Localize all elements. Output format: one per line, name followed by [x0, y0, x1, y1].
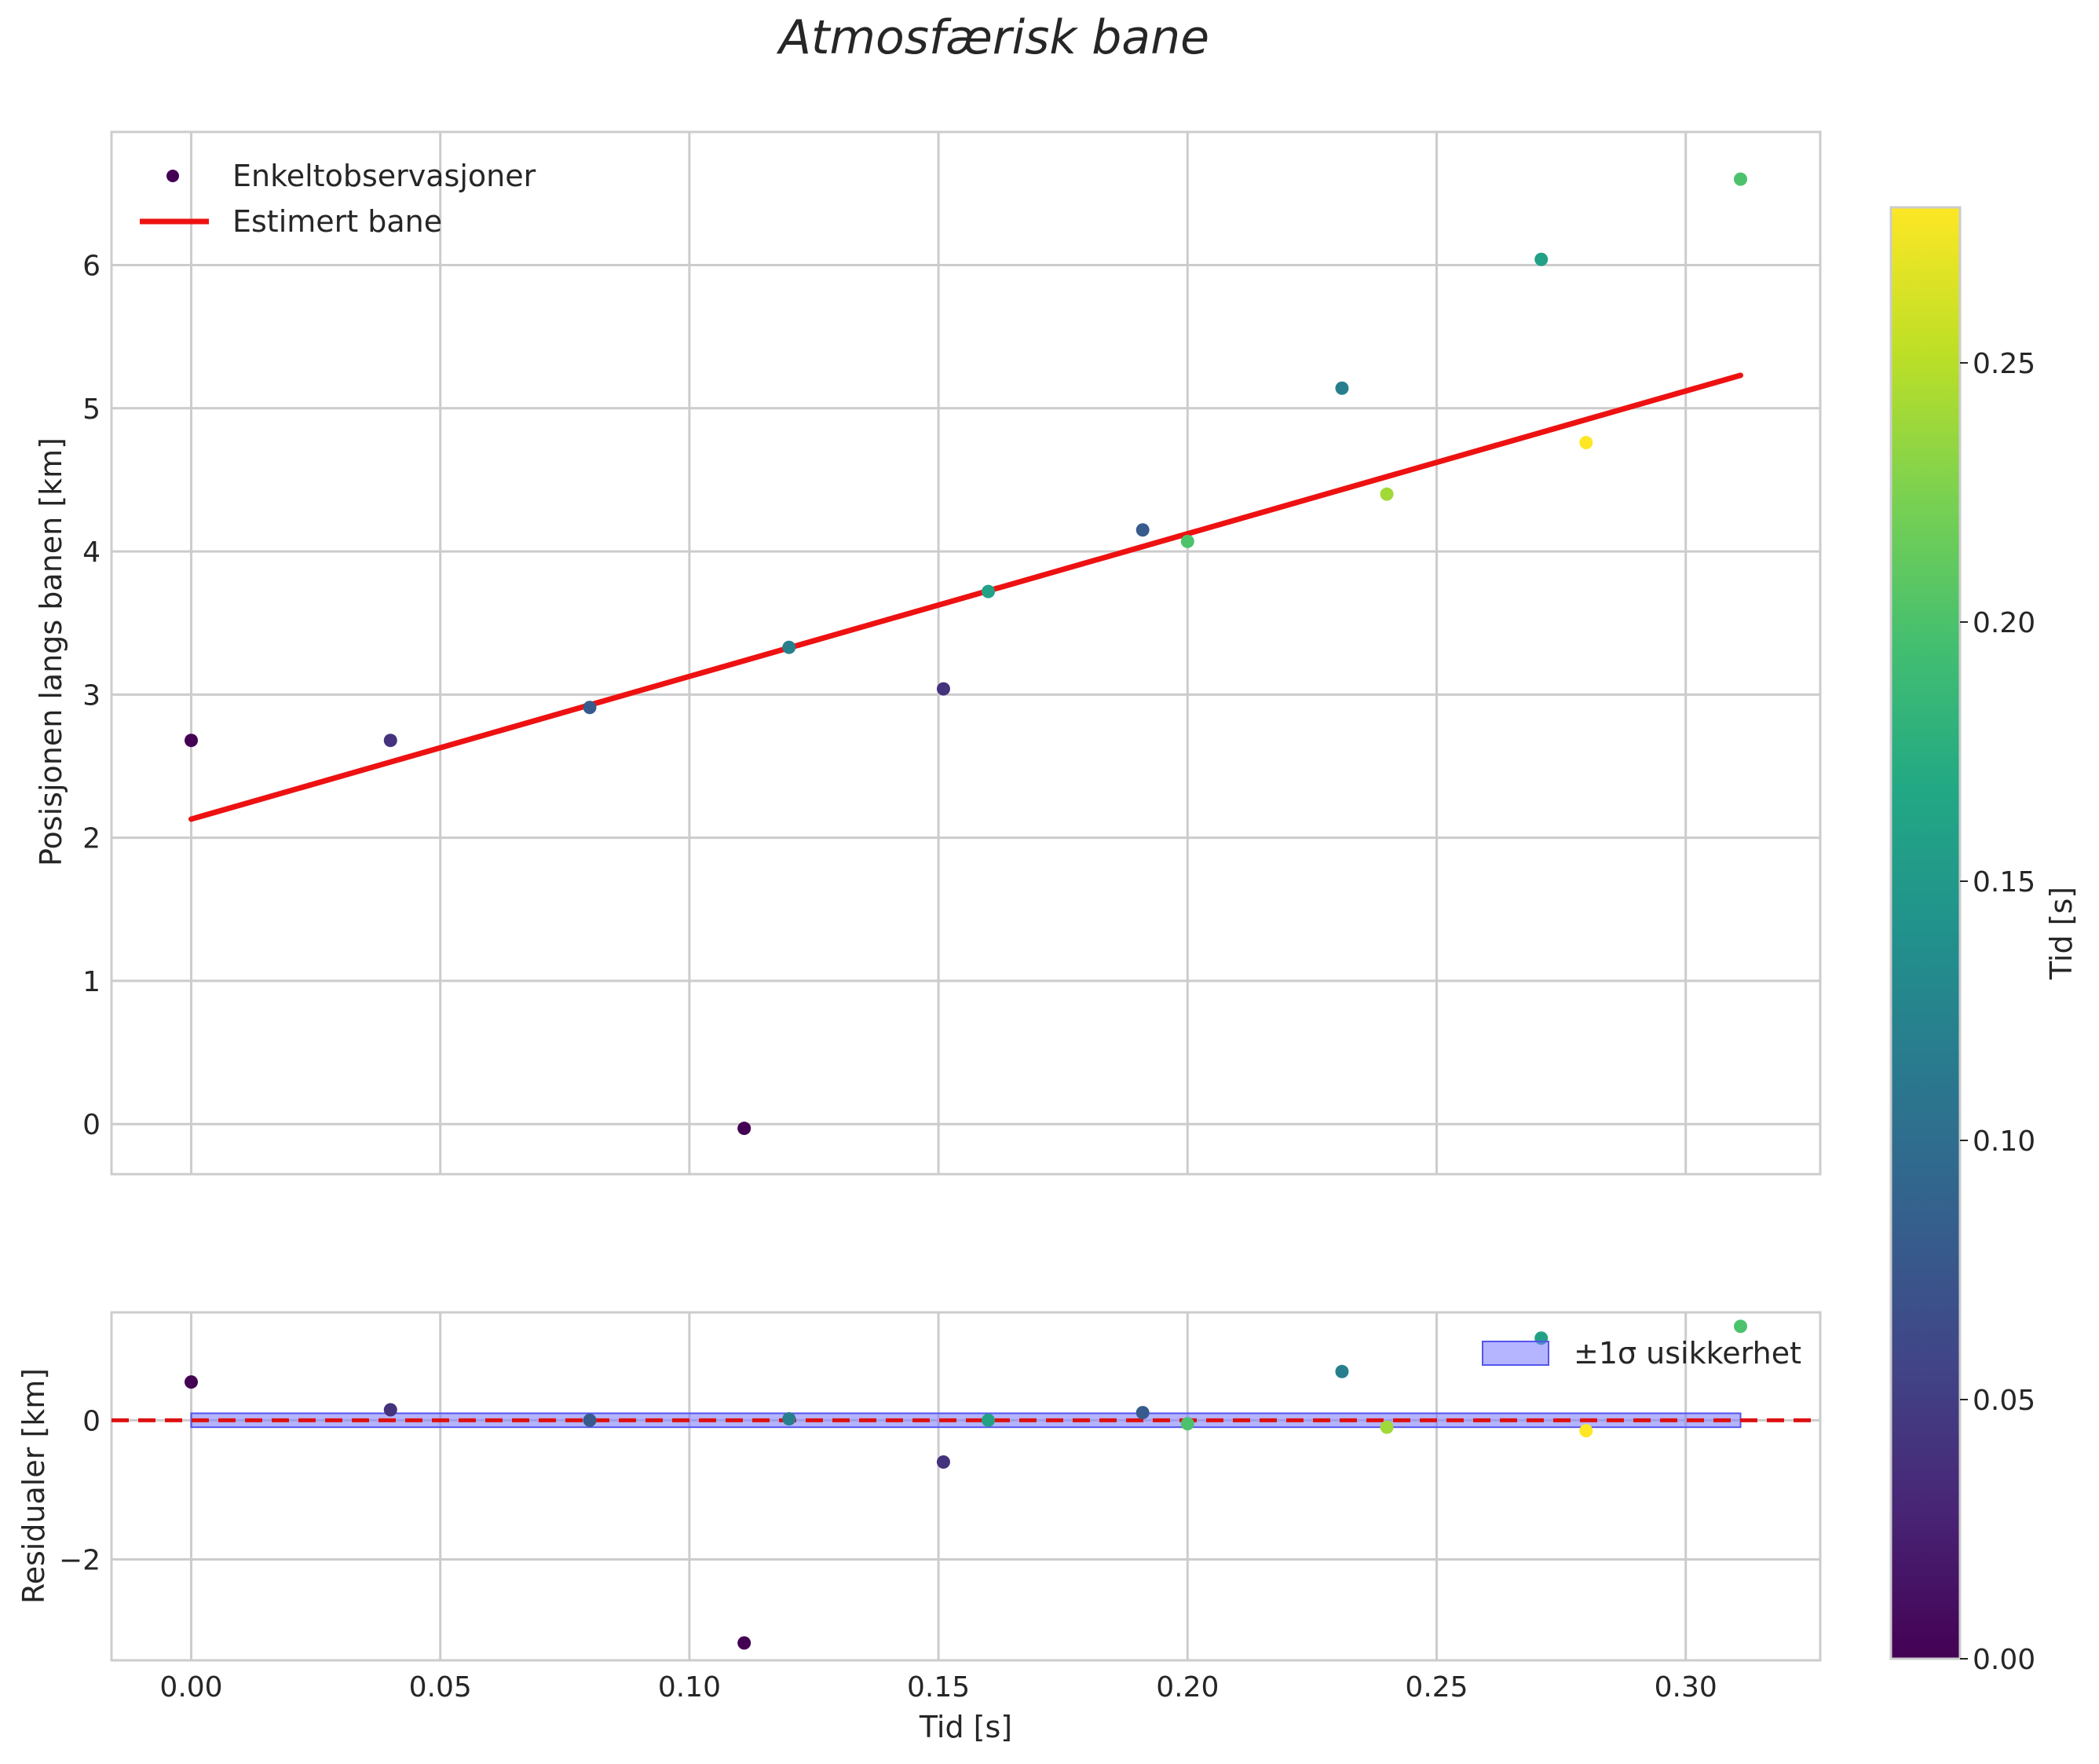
residual-panel: −2 0 0.00 0.05 0.10 0.15 0.20 0.25 0.30 Residua…	[16, 1311, 1822, 1744]
legend-marker-observations	[166, 170, 179, 182]
x-tick-label: 0.25	[1405, 1671, 1468, 1704]
residual-point	[1380, 1420, 1394, 1434]
x-tick-label: 0.10	[658, 1671, 721, 1704]
residual-point	[982, 1413, 996, 1427]
residual-point	[1180, 1417, 1194, 1431]
residual-point	[737, 1636, 751, 1650]
uncertainty-band-layer	[112, 1412, 1820, 1429]
x-tick-label: 0.05	[409, 1671, 472, 1704]
residual-grid	[112, 1312, 1820, 1660]
colorbar-tick-label: 0.00	[1973, 1644, 2035, 1676]
legend-marker-uncertainty	[1482, 1341, 1549, 1366]
position-legend: Enkeltobservasjoner Estimert bane	[140, 159, 536, 239]
observation-point	[1135, 523, 1150, 537]
position-y-tick-label: 4	[82, 536, 101, 569]
position-y-tick-label: 1	[82, 966, 101, 998]
estimated-path-layer	[188, 372, 1743, 822]
position-grid	[112, 132, 1820, 1174]
legend-label-estimated-path: Estimert bane	[232, 204, 442, 239]
residual-y-ticks: −2 0	[59, 1405, 101, 1576]
position-plot-frame	[110, 130, 1822, 1176]
observation-point	[1380, 487, 1394, 501]
colorbar: 0.00 0.05 0.10 0.15 0.20 0.25 Tid [s]	[1889, 206, 2079, 1676]
observation-point	[936, 682, 950, 696]
observation-point	[1534, 252, 1549, 266]
colorbar-tick-label: 0.20	[1973, 607, 2035, 639]
residual-point	[383, 1403, 397, 1417]
position-y-tick-label: 2	[82, 823, 101, 855]
legend-label-observations: Enkeltobservasjoner	[232, 159, 536, 193]
residual-point	[782, 1412, 796, 1426]
position-y-axis-label: Posisjonen langs banen [km]	[34, 437, 68, 866]
residual-plot-frame	[110, 1311, 1822, 1662]
residual-point	[583, 1413, 597, 1427]
colorbar-ticks: 0.00 0.05 0.10 0.15 0.20 0.25	[1960, 348, 2035, 1676]
colorbar-tick-label: 0.15	[1973, 866, 2035, 898]
observation-point	[1335, 381, 1349, 395]
colorbar-gradient	[1889, 206, 1962, 1660]
residual-y-tick-label: 0	[82, 1405, 101, 1437]
observation-point	[982, 584, 996, 598]
position-y-tick-label: 3	[82, 679, 101, 712]
residual-legend: ±1σ usikkerhet	[1482, 1336, 1801, 1371]
observation-point	[1733, 172, 1747, 186]
residual-point	[1579, 1424, 1593, 1438]
x-tick-label: 0.00	[159, 1671, 222, 1704]
residual-x-ticks: 0.00 0.05 0.10 0.15 0.20 0.25 0.30	[159, 1671, 1717, 1704]
observation-point	[583, 701, 597, 715]
colorbar-label: Tid [s]	[2044, 887, 2079, 980]
observation-point	[383, 734, 397, 748]
legend-label-uncertainty: ±1σ usikkerhet	[1574, 1336, 1801, 1371]
x-tick-label: 0.30	[1655, 1671, 1717, 1704]
chart-title: Atmosfærisk bane	[776, 10, 1209, 65]
residual-point	[1733, 1319, 1747, 1334]
position-y-tick-label: 5	[82, 393, 101, 426]
observation-point	[1579, 436, 1593, 450]
position-y-tick-label: 0	[82, 1109, 101, 1141]
colorbar-tick-label: 0.25	[1973, 348, 2035, 380]
observation-point	[1180, 534, 1194, 548]
residual-y-tick-label: −2	[59, 1545, 101, 1577]
estimated-path-line	[188, 372, 1743, 822]
residual-points	[185, 1319, 1747, 1650]
observation-point	[185, 734, 199, 748]
residual-y-axis-label: Residualer [km]	[16, 1368, 51, 1604]
position-y-tick-label: 6	[82, 251, 101, 283]
colorbar-tick-label: 0.05	[1973, 1385, 2035, 1417]
observation-point	[782, 640, 796, 654]
residual-point	[185, 1375, 199, 1389]
residual-point	[1335, 1364, 1349, 1378]
position-y-ticks: 0 1 2 3 4 5 6	[82, 251, 101, 1142]
residual-point	[936, 1455, 950, 1469]
observation-point	[737, 1122, 751, 1136]
x-axis-label: Tid [s]	[919, 1710, 1012, 1744]
colorbar-tick-label: 0.10	[1973, 1125, 2035, 1158]
observation-points	[185, 172, 1747, 1136]
position-panel: 0 1 2 3 4 5 6 Posisjonen langs banen [km] Enke…	[34, 130, 1822, 1176]
residual-point	[1135, 1406, 1150, 1420]
x-tick-label: 0.15	[907, 1671, 970, 1704]
x-tick-label: 0.20	[1156, 1671, 1219, 1704]
